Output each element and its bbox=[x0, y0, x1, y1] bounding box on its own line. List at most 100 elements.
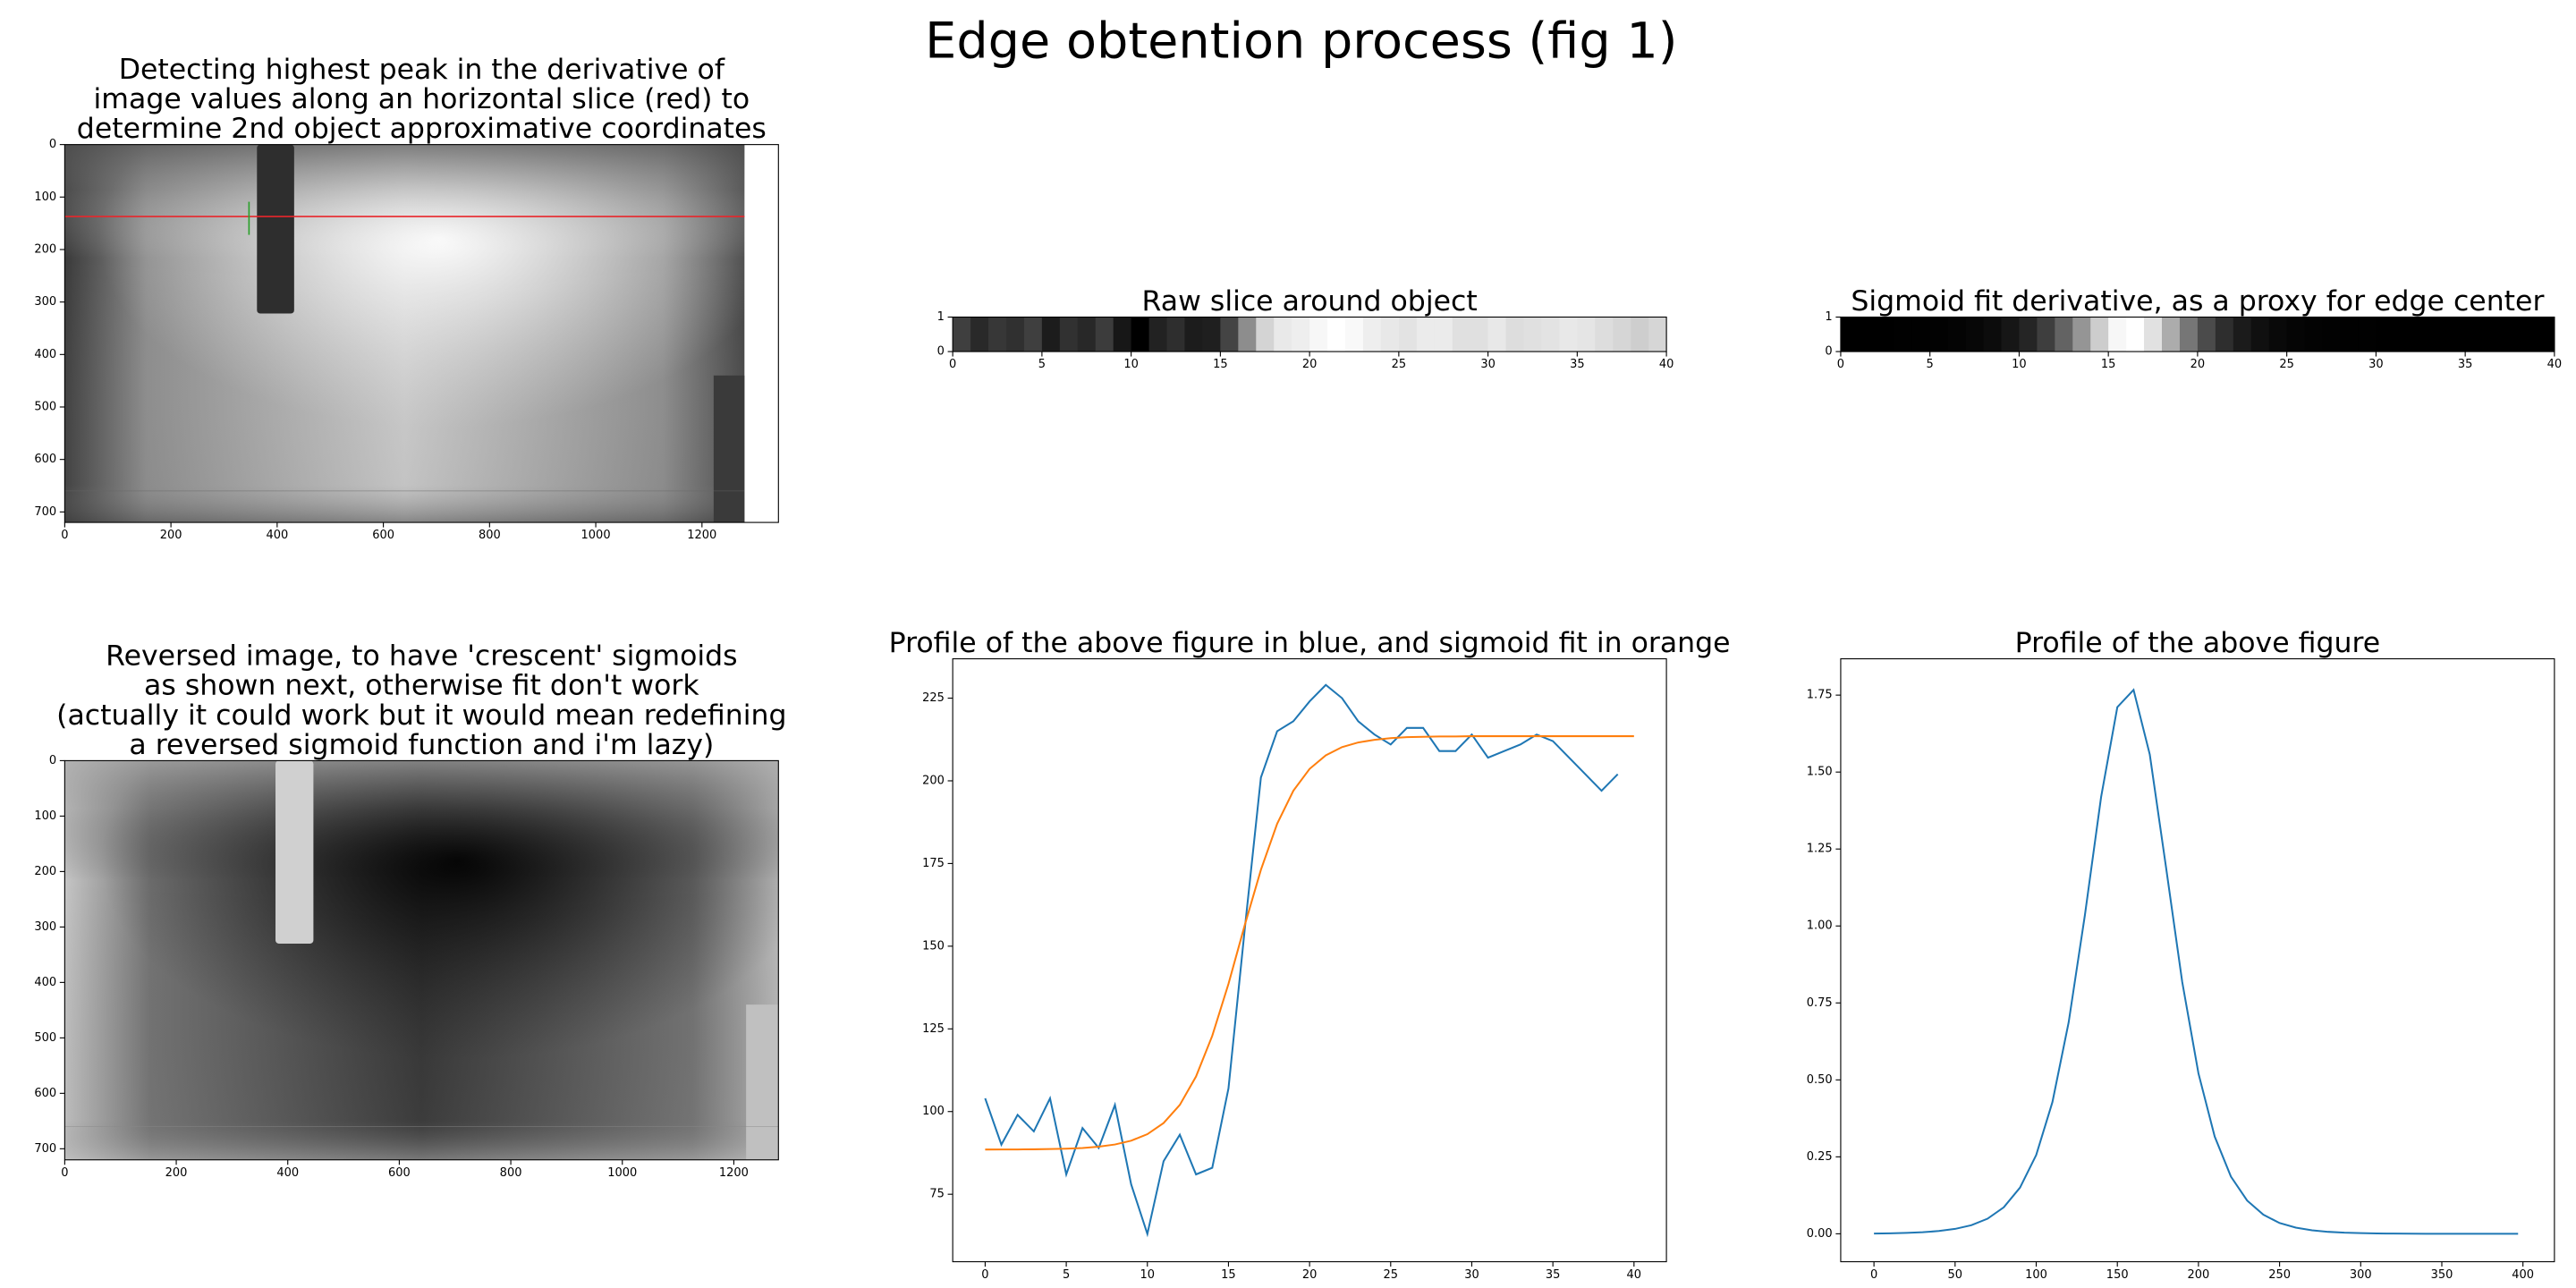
x-tick-label: 350 bbox=[2431, 1268, 2453, 1282]
x-tick-label: 25 bbox=[2279, 358, 2294, 371]
heat-cell bbox=[2394, 317, 2412, 352]
heat-cell bbox=[1858, 317, 1877, 352]
heat-cell bbox=[1202, 317, 1221, 352]
image bbox=[64, 144, 745, 523]
x-tick-label: 800 bbox=[500, 1166, 522, 1180]
heat-cell bbox=[1006, 317, 1025, 352]
heat-cell bbox=[1470, 317, 1489, 352]
heat-cell bbox=[2465, 317, 2484, 352]
heat-cell bbox=[2108, 317, 2127, 352]
x-tick-label: 300 bbox=[2350, 1268, 2372, 1282]
heat-cell bbox=[2268, 317, 2288, 352]
x-tick-label: 0 bbox=[61, 1166, 68, 1180]
y-tick-label: 600 bbox=[34, 1087, 56, 1100]
x-tick-label: 0 bbox=[1837, 358, 1844, 371]
heat-cell bbox=[2179, 317, 2199, 352]
heat-cell bbox=[1894, 317, 1913, 352]
heat-cell bbox=[1148, 317, 1168, 352]
x-tick-label: 40 bbox=[1659, 358, 1674, 371]
heat-cell bbox=[2340, 317, 2359, 352]
x-tick-label: 400 bbox=[2512, 1268, 2534, 1282]
y-tick-label: 0.00 bbox=[1807, 1227, 1833, 1241]
y-tick-label: 75 bbox=[929, 1188, 945, 1201]
object-right bbox=[746, 1004, 779, 1160]
x-tick-label: 200 bbox=[2188, 1268, 2210, 1282]
x-tick-label: 0 bbox=[981, 1268, 988, 1282]
y-tick-label: 1.25 bbox=[1807, 843, 1833, 856]
object bbox=[257, 144, 294, 314]
heat-cell bbox=[2483, 317, 2502, 352]
x-tick-label: 30 bbox=[1480, 358, 1496, 371]
heat-cell bbox=[2501, 317, 2520, 352]
x-tick-label: 200 bbox=[160, 529, 182, 542]
subplot-title: Profile of the above figure bbox=[2015, 627, 2381, 659]
heat-cell bbox=[1309, 317, 1328, 352]
x-tick-label: 600 bbox=[372, 529, 394, 542]
y-tick-label: 0 bbox=[937, 345, 945, 359]
y-tick-label: 0 bbox=[49, 754, 56, 767]
heat-cell bbox=[1559, 317, 1578, 352]
x-tick-label: 0 bbox=[949, 358, 956, 371]
y-tick-label: 600 bbox=[34, 453, 56, 466]
y-tick-label: 0 bbox=[1825, 345, 1832, 359]
x-tick-label: 35 bbox=[2458, 358, 2473, 371]
x-tick-label: 10 bbox=[2012, 358, 2027, 371]
x-tick-label: 200 bbox=[165, 1166, 188, 1180]
subplot-title: Sigmoid fit derivative, as a proxy for e… bbox=[1851, 285, 2544, 318]
heat-cell bbox=[1523, 317, 1543, 352]
y-tick-label: 700 bbox=[34, 505, 56, 519]
x-tick-label: 15 bbox=[1213, 358, 1228, 371]
heat-cell bbox=[2072, 317, 2091, 352]
x-tick-label: 0 bbox=[1870, 1268, 1877, 1282]
heat-cell bbox=[1929, 317, 1949, 352]
heat-cell bbox=[953, 317, 971, 352]
heat-cell bbox=[1095, 317, 1114, 352]
heat-cell bbox=[2518, 317, 2538, 352]
y-tick-label: 1 bbox=[1825, 310, 1832, 324]
x-tick-label: 150 bbox=[2106, 1268, 2129, 1282]
y-tick-label: 1 bbox=[937, 310, 945, 324]
y-tick-label: 0.75 bbox=[1807, 996, 1833, 1010]
y-tick-label: 400 bbox=[34, 348, 56, 361]
object bbox=[275, 760, 314, 944]
heat-cell bbox=[1184, 317, 1203, 352]
y-tick-label: 300 bbox=[34, 295, 56, 309]
heat-cell bbox=[2376, 317, 2394, 352]
x-tick-label: 15 bbox=[2101, 358, 2116, 371]
subplot-title: Detecting highest peak in the derivative… bbox=[119, 54, 725, 86]
x-tick-label: 40 bbox=[2547, 358, 2563, 371]
x-tick-label: 250 bbox=[2268, 1268, 2291, 1282]
x-tick-label: 35 bbox=[1546, 1268, 1561, 1282]
heat-cell bbox=[988, 317, 1007, 352]
y-tick-label: 100 bbox=[34, 191, 56, 204]
x-tick-label: 400 bbox=[276, 1166, 299, 1180]
y-tick-label: 700 bbox=[34, 1142, 56, 1156]
heat-cell bbox=[2304, 317, 2324, 352]
heat-cell bbox=[1220, 317, 1239, 352]
y-tick-label: 500 bbox=[34, 401, 56, 414]
heat-cell bbox=[2037, 317, 2055, 352]
subplot: Raw slice around object 0 5 10 15 20 25 30 35 40 0… bbox=[937, 285, 1674, 371]
object-right bbox=[713, 375, 745, 523]
heat-cell bbox=[2286, 317, 2306, 352]
subplot-title: determine 2nd object approximative coord… bbox=[77, 113, 767, 145]
subplot-title: image values along an horizontal slice (… bbox=[94, 83, 750, 115]
x-tick-label: 35 bbox=[1570, 358, 1585, 371]
heat-cell bbox=[1613, 317, 1631, 352]
y-tick-label: 0.50 bbox=[1807, 1073, 1833, 1087]
subplot: Profile of the above figure 0 50 100 150 200 2… bbox=[1807, 627, 2555, 1282]
image bbox=[64, 760, 779, 1160]
y-tick-label: 225 bbox=[922, 691, 945, 705]
x-tick-label: 5 bbox=[1038, 358, 1046, 371]
y-tick-label: 1.50 bbox=[1807, 766, 1833, 779]
x-tick-label: 30 bbox=[1464, 1268, 1479, 1282]
x-tick-label: 1000 bbox=[581, 529, 611, 542]
subplot-title: as shown next, otherwise fit don't work bbox=[144, 670, 699, 702]
heat-cell bbox=[1113, 317, 1132, 352]
axes-frame bbox=[64, 144, 779, 523]
heat-cell bbox=[2447, 317, 2466, 352]
subplot-title: Profile of the above figure in blue, and… bbox=[889, 627, 1731, 659]
heat-cell bbox=[1238, 317, 1257, 352]
heat-cell bbox=[1487, 317, 1507, 352]
